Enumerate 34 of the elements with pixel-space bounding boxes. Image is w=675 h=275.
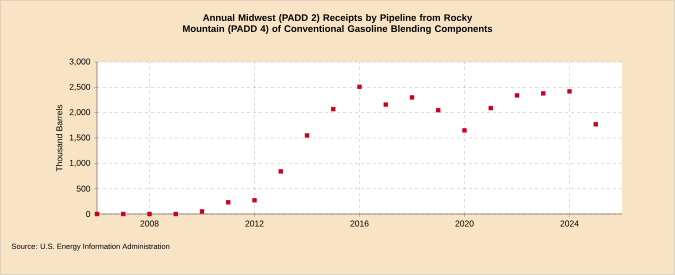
y-tick-label: 500 bbox=[76, 186, 90, 192]
point bbox=[278, 169, 283, 174]
point bbox=[147, 212, 152, 216]
point bbox=[331, 106, 336, 112]
y-tick-label: 3,000 bbox=[70, 58, 90, 66]
y-tick-label: 1,500 bbox=[70, 134, 90, 142]
point bbox=[410, 95, 414, 100]
y-tick-label: 0 bbox=[86, 210, 90, 217]
point bbox=[252, 198, 257, 203]
point bbox=[462, 128, 467, 133]
x-tick-label: 2020 bbox=[455, 220, 474, 227]
x-tick-label: 2024 bbox=[560, 220, 579, 227]
y-tick-label: 2,500 bbox=[70, 84, 90, 91]
point bbox=[488, 106, 493, 110]
y-tick-label: 2,000 bbox=[70, 109, 90, 116]
point bbox=[594, 122, 598, 127]
y-tick-label: 1,000 bbox=[70, 160, 90, 167]
chart-title: Annual Midwest (PADD 2) Receipts by Pipeline from Rocky Mountain (PADD 4) of Conventional Gasoline Blending Components bbox=[183, 14, 492, 34]
point bbox=[436, 108, 440, 112]
x-tick-label: 2016 bbox=[350, 220, 369, 227]
x-tick-label: 2012 bbox=[245, 220, 264, 227]
point bbox=[541, 91, 546, 96]
point bbox=[567, 89, 572, 94]
x-tick-label: 2008 bbox=[140, 220, 159, 227]
point bbox=[94, 212, 100, 216]
point bbox=[514, 93, 520, 98]
point bbox=[357, 84, 362, 90]
point bbox=[121, 212, 126, 216]
y-axis-title: Thousand Barrels bbox=[56, 104, 62, 172]
point bbox=[226, 200, 230, 205]
point bbox=[174, 212, 178, 216]
point bbox=[384, 102, 388, 107]
point bbox=[200, 209, 204, 214]
point bbox=[304, 133, 310, 138]
